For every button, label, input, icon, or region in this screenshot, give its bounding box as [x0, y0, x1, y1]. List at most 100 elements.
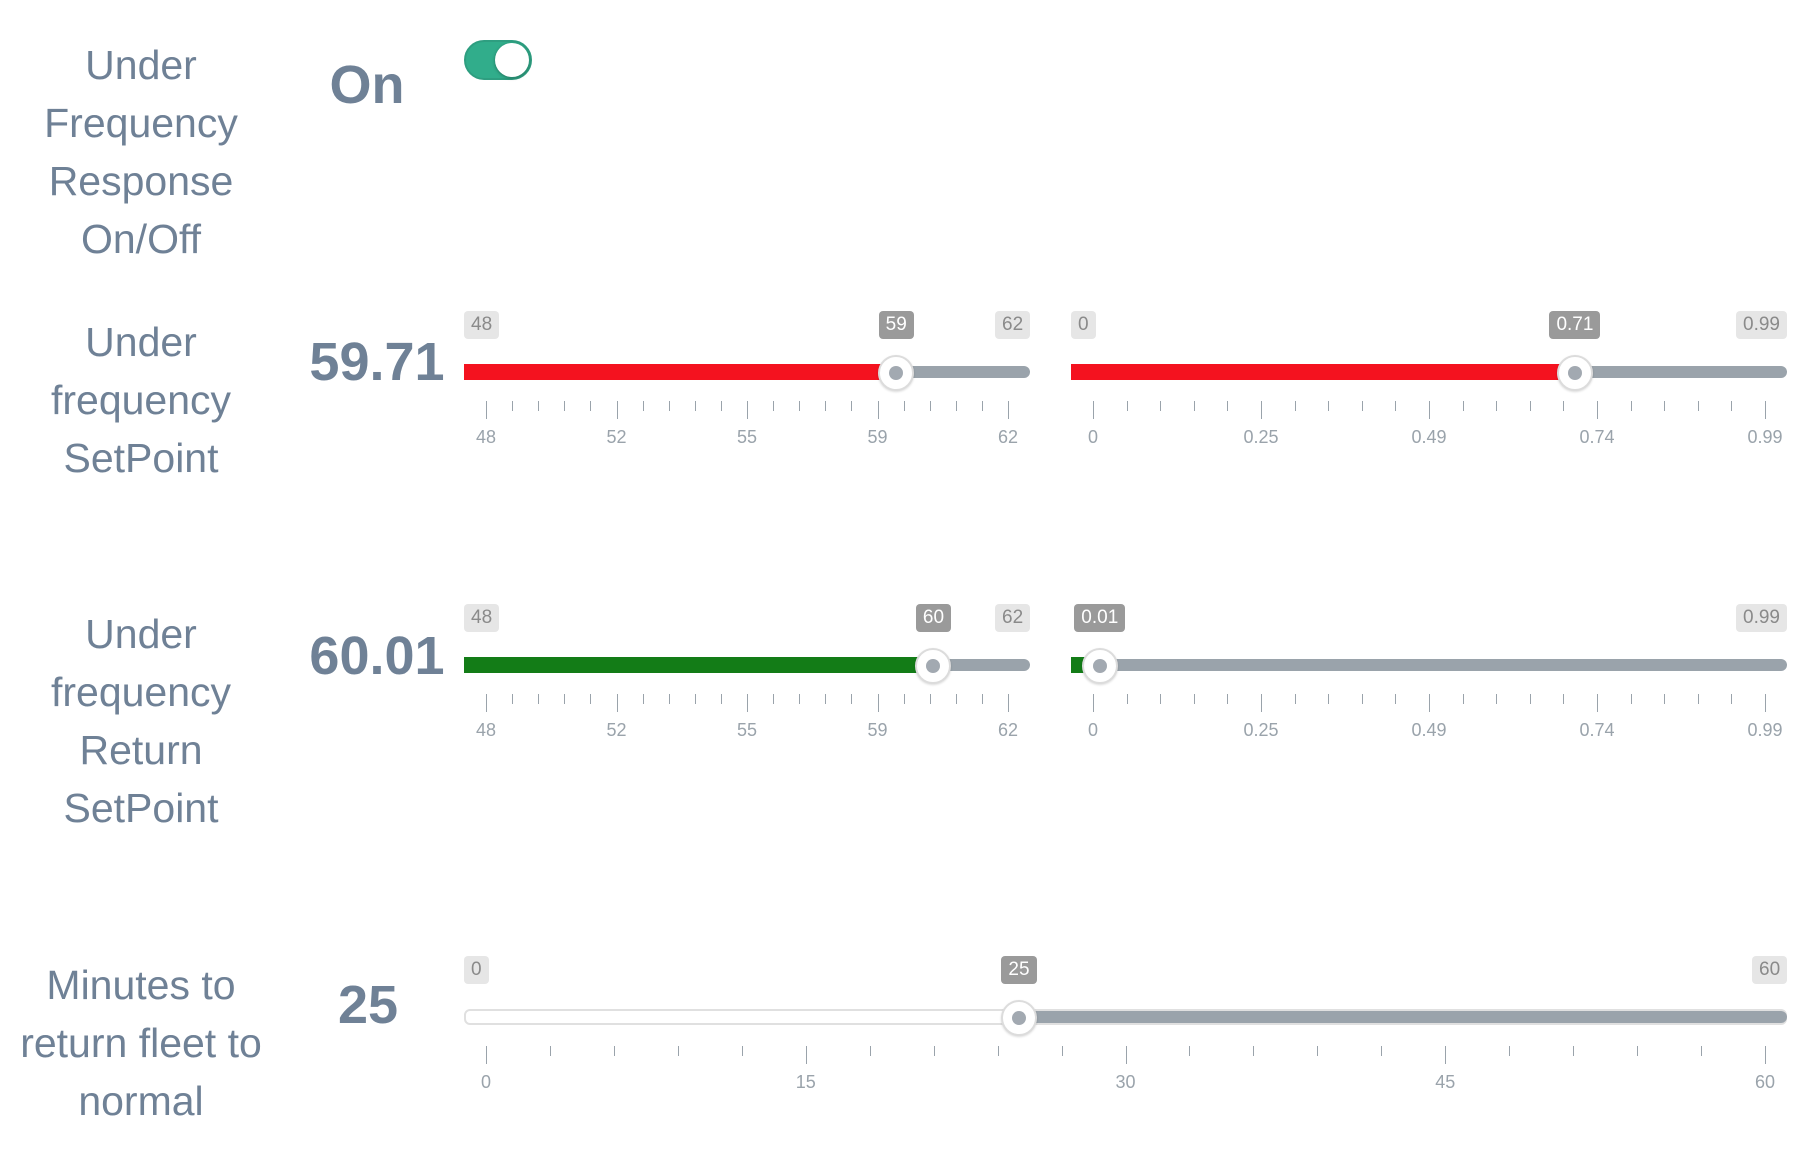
minor-tick	[1496, 401, 1498, 411]
minor-tick	[1496, 694, 1498, 704]
minor-tick	[1253, 1046, 1255, 1056]
tick-label: 62	[997, 720, 1019, 740]
minor-tick	[981, 694, 983, 704]
tick-label: 45	[1435, 1072, 1456, 1092]
slider-fill	[464, 364, 897, 380]
response-status-value: On	[329, 55, 405, 115]
slider-max-badge: 60	[1752, 956, 1788, 984]
minor-tick	[1563, 694, 1565, 704]
minor-tick	[799, 694, 801, 704]
major-tick	[877, 401, 879, 419]
minor-tick	[1061, 1046, 1063, 1056]
minor-tick	[642, 694, 644, 704]
minor-tick	[694, 401, 696, 411]
slider-track-rest	[1018, 1011, 1787, 1023]
slider-handle[interactable]	[1081, 648, 1118, 684]
minutes-slider[interactable]: 0 60 25 0 15 30 45 60	[464, 956, 1788, 1092]
slider-max-badge: 62	[995, 604, 1031, 632]
minor-tick	[903, 694, 905, 704]
minor-tick	[741, 1046, 743, 1056]
minor-tick	[1193, 694, 1195, 704]
slider-min-badge: 0	[1071, 311, 1096, 339]
minor-tick	[773, 694, 775, 704]
tick-label: 0	[480, 1072, 492, 1092]
return-integer-slider[interactable]: 48 62 60 48 52 55 59 62	[464, 604, 1031, 740]
label-line: On/Off	[80, 216, 202, 262]
minor-tick	[1294, 401, 1296, 411]
major-tick	[1765, 1046, 1766, 1064]
setpoint-decimal-slider[interactable]: 0 0.99 0.71 0 0.25 0.49 0.74 0.99	[1071, 311, 1787, 447]
minor-tick	[1462, 694, 1464, 704]
minor-tick	[955, 694, 957, 704]
setpoint-integer-slider[interactable]: 48 62 59 48 52 55 59 62	[464, 311, 1031, 447]
tick-label: 0.49	[1411, 427, 1447, 447]
slider-value-badge: 60	[915, 604, 952, 632]
slider-value-badge: 25	[1001, 956, 1037, 984]
toggle-knob	[495, 43, 529, 77]
minor-tick	[564, 694, 566, 704]
minor-tick	[1563, 401, 1565, 411]
minor-tick	[1381, 1046, 1383, 1056]
minor-tick	[1227, 694, 1229, 704]
tick-label: 62	[997, 427, 1019, 447]
minor-tick	[1126, 694, 1128, 704]
label-line: Minutes to	[46, 962, 236, 1008]
major-tick	[486, 1046, 487, 1064]
minor-tick	[1462, 401, 1464, 411]
major-tick	[1597, 694, 1598, 712]
minor-tick	[668, 401, 670, 411]
minor-tick	[997, 1046, 999, 1056]
tick-label: 59	[867, 427, 888, 447]
major-tick	[1093, 694, 1094, 712]
minor-tick	[1664, 694, 1666, 704]
minor-tick	[1509, 1046, 1511, 1056]
minor-tick	[851, 694, 853, 704]
slider-min-badge: 48	[464, 604, 500, 632]
return-decimal-slider[interactable]: 0.99 0.01 0 0.25 0.49 0.74 0.99	[1071, 604, 1787, 740]
minor-tick	[1731, 401, 1733, 411]
slider-min-badge: 0	[464, 956, 489, 984]
minor-tick	[1227, 401, 1229, 411]
minor-tick	[1189, 1046, 1191, 1056]
tick-label: 0	[1087, 427, 1099, 447]
slider-track[interactable]	[1071, 659, 1787, 671]
tick-label: 59	[867, 720, 888, 740]
major-tick	[616, 694, 618, 712]
slider-min-badge: 48	[464, 311, 500, 339]
major-tick	[877, 694, 879, 712]
minor-tick	[955, 401, 957, 411]
label-under-frequency-response: Under Frequency Response On/Off	[0, 36, 282, 268]
minor-tick	[825, 694, 827, 704]
label-line: SetPoint	[63, 785, 219, 831]
label-line: Response	[48, 158, 234, 204]
label-line: Return	[79, 727, 203, 773]
minor-tick	[590, 694, 592, 704]
minor-tick	[590, 401, 592, 411]
minor-tick	[720, 694, 722, 704]
response-toggle-switch[interactable]	[464, 40, 532, 80]
major-tick	[616, 401, 618, 419]
tick-label: 0.99	[1747, 720, 1783, 740]
minor-tick	[694, 694, 696, 704]
major-tick	[805, 1046, 807, 1064]
major-tick	[1093, 401, 1094, 419]
minor-tick	[1395, 401, 1397, 411]
slider-handle[interactable]	[915, 648, 952, 684]
slider-handle[interactable]	[1556, 355, 1593, 391]
minor-tick	[677, 1046, 679, 1056]
minor-tick	[1160, 401, 1162, 411]
tick-label: 0.99	[1747, 427, 1783, 447]
minor-tick	[799, 401, 801, 411]
minor-tick	[512, 401, 514, 411]
minor-tick	[933, 1046, 935, 1056]
minor-tick	[1701, 1046, 1703, 1056]
minor-tick	[613, 1046, 615, 1056]
tick-label: 48	[475, 720, 497, 740]
minor-tick	[929, 401, 931, 411]
tick-label: 0.74	[1579, 427, 1615, 447]
major-tick	[747, 401, 748, 419]
minor-tick	[1731, 694, 1733, 704]
slider-handle[interactable]	[1000, 1000, 1037, 1036]
tick-label: 60	[1754, 1072, 1776, 1092]
slider-handle[interactable]	[878, 355, 915, 391]
